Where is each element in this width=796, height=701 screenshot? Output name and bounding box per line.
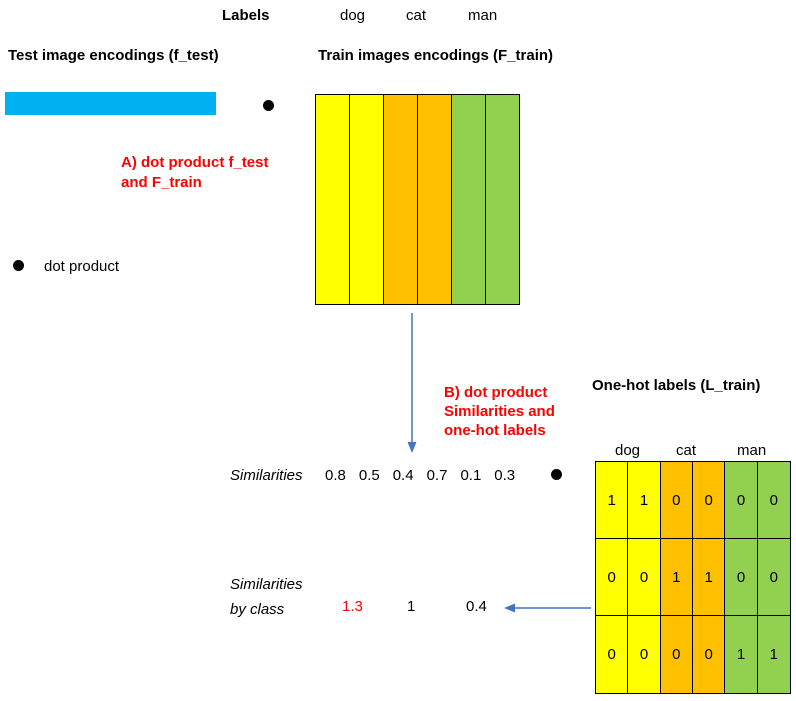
one-hot-table: 1 1 0 0 0 0 0 0 1 1 0 0 0 0 0 0 1 1 [595,461,791,694]
one-hot-cell: 1 [692,539,726,616]
arrow-left-icon [504,603,591,613]
one-hot-cell: 0 [628,616,661,693]
one-hot-cell: 1 [596,462,629,539]
one-hot-cell: 0 [757,462,790,539]
train-column [486,95,519,304]
by-class-value-dog: 1.3 [342,598,363,615]
train-column [418,95,452,304]
one-hot-header-man: man [737,442,767,459]
similarity-value: 0.1 [460,467,482,484]
dot-product-legend-icon [13,260,24,271]
dot-product-icon [263,100,274,111]
class-label-man: man [468,7,498,24]
step-b-line3: one-hot labels [444,422,546,439]
one-hot-cell: 0 [692,462,726,539]
step-b-annotation: B) dot product Similarities and one-hot … [444,383,555,440]
test-encoding-bar [5,92,216,115]
by-class-value-cat: 1 [407,598,416,615]
class-label-dog: dog [340,7,366,24]
train-column [384,95,418,304]
one-hot-cell: 0 [660,462,693,539]
test-encodings-title: Test image encodings (f_test) [8,47,219,64]
train-column [452,95,486,304]
one-hot-cell: 0 [757,539,790,616]
one-hot-title: One-hot labels (L_train) [592,377,761,394]
dot-product-legend-label: dot product [44,258,120,275]
step-b-line1: B) dot product [444,384,548,401]
step-b-line2: Similarities and [444,403,555,420]
arrow-down-icon [407,313,417,453]
one-hot-cell: 1 [725,616,758,693]
similarity-value: 0.5 [358,467,380,484]
dot-product-icon [551,469,562,480]
similarities-label: Similarities [230,467,303,484]
one-hot-header-cat: cat [676,442,697,459]
one-hot-cell: 0 [660,616,693,693]
train-encodings-title: Train images encodings (F_train) [318,47,554,64]
train-column [350,95,384,304]
one-hot-cell: 1 [757,616,790,693]
one-hot-cell: 1 [660,539,693,616]
one-hot-cell: 0 [725,539,758,616]
similarity-value: 0.7 [426,467,448,484]
by-class-value-man: 0.4 [466,598,487,615]
one-hot-cell: 0 [596,616,629,693]
one-hot-cell: 0 [596,539,629,616]
step-a-line1: A) dot product f_test [121,154,269,171]
train-column [316,95,350,304]
labels-title: Labels [222,7,270,24]
one-hot-cell: 1 [628,462,661,539]
one-hot-cell: 0 [692,616,726,693]
step-a-line2: and F_train [121,174,202,191]
one-hot-cell: 0 [628,539,661,616]
one-hot-cell: 0 [725,462,758,539]
similarities-values: 0.8 0.5 0.4 0.7 0.1 0.3 [325,467,515,484]
similarity-value: 0.4 [392,467,414,484]
similarity-value: 0.3 [494,467,516,484]
train-encodings-matrix [315,94,520,305]
by-class-label-line2: by class [230,601,285,618]
similarity-value: 0.8 [325,467,346,484]
by-class-label-line1: Similarities [230,576,303,593]
one-hot-header-dog: dog [615,442,641,459]
step-a-annotation: A) dot product f_test and F_train [121,153,269,193]
class-label-cat: cat [406,7,427,24]
